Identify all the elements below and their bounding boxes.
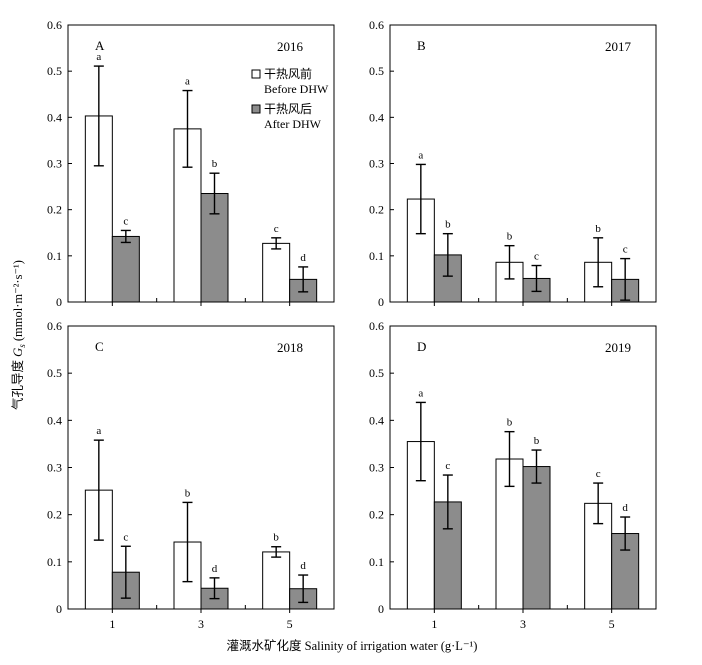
y-tick-label: 0.5 xyxy=(47,64,62,78)
significance-letter: b xyxy=(273,532,279,544)
panel-A: 0 0.1 0.2 0.3 0.4 0.5 0.6 a c a b c d A 2016 xyxy=(47,18,335,309)
y-tick-label: 0.2 xyxy=(47,508,62,522)
y-tick-label: 0.4 xyxy=(369,413,384,427)
significance-letter: d xyxy=(622,502,628,514)
significance-letter: a xyxy=(96,51,101,63)
significance-letter: c xyxy=(123,215,128,227)
panel-letter: D xyxy=(417,339,426,354)
panel-B: 0 0.1 0.2 0.3 0.4 0.5 0.6 a b b c b c B 2017 xyxy=(369,18,657,309)
significance-letter: a xyxy=(185,76,190,88)
y-tick-label: 0.3 xyxy=(369,461,384,475)
panel-letter: C xyxy=(95,339,104,354)
significance-letter: b xyxy=(595,223,601,235)
significance-letter: a xyxy=(418,387,423,399)
panel-letter: B xyxy=(417,38,426,53)
bar-after-dhw xyxy=(111,235,140,303)
y-tick-label: 0.4 xyxy=(369,110,384,124)
legend-swatch-before xyxy=(251,69,261,79)
significance-letter: d xyxy=(300,560,306,572)
significance-letter: a xyxy=(96,425,101,437)
significance-letter: b xyxy=(445,219,451,231)
y-axis-title: 气孔导度 Gs (mmol·m⁻²·s⁻¹) xyxy=(10,260,27,410)
y-tick-label: 0.5 xyxy=(47,366,62,380)
significance-letter: c xyxy=(445,460,450,472)
y-tick-label: 0.6 xyxy=(369,18,384,32)
y-tick-label: 0.4 xyxy=(47,413,62,427)
y-axis-title-prefix: 气孔导度 xyxy=(10,357,25,410)
y-tick-label: 0.1 xyxy=(47,555,62,569)
panel-year: 2018 xyxy=(277,340,303,355)
significance-letter: b xyxy=(507,417,513,429)
x-tick-label: 1 xyxy=(109,617,115,631)
y-axis-title-sub: s xyxy=(17,344,27,348)
bar-before-dhw xyxy=(262,551,291,610)
legend-swatch-after xyxy=(251,104,261,114)
y-tick-label: 0.5 xyxy=(369,64,384,78)
bar-before-dhw xyxy=(262,242,291,303)
significance-letter: d xyxy=(300,252,306,264)
panel-letter: A xyxy=(95,38,105,53)
panel-year: 2017 xyxy=(605,39,632,54)
significance-letter: b xyxy=(534,435,540,447)
y-tick-label: 0.2 xyxy=(369,508,384,522)
y-tick-label: 0 xyxy=(378,602,384,616)
significance-letter: d xyxy=(212,563,218,575)
panel-C: 0 0.1 0.2 0.3 0.4 0.5 0.6 1 a c 3 b d 5 b d C 2018 xyxy=(47,319,335,631)
panel-year: 2019 xyxy=(605,340,631,355)
legend-label-after-cn: 干热风后 xyxy=(264,102,312,116)
x-tick-label: 5 xyxy=(287,617,293,631)
x-axis-title: 灌溉水矿化度 Salinity of irrigation water (g·L… xyxy=(227,638,478,653)
y-tick-label: 0.6 xyxy=(369,319,384,333)
y-tick-label: 0.2 xyxy=(369,203,384,217)
significance-letter: b xyxy=(185,487,191,499)
y-tick-label: 0.1 xyxy=(47,249,62,263)
legend-label-after-en: After DHW xyxy=(264,117,322,131)
y-tick-label: 0.1 xyxy=(369,249,384,263)
y-tick-label: 0.6 xyxy=(47,319,62,333)
y-tick-label: 0 xyxy=(378,295,384,309)
y-tick-label: 0 xyxy=(56,602,62,616)
y-axis-title-unit: (mmol·m⁻²·s⁻¹) xyxy=(11,260,25,344)
y-tick-label: 0.6 xyxy=(47,18,62,32)
y-tick-label: 0.1 xyxy=(369,555,384,569)
x-tick-label: 3 xyxy=(198,617,204,631)
significance-letter: b xyxy=(507,231,513,243)
significance-letter: b xyxy=(212,158,218,170)
bar-before-dhw xyxy=(84,115,113,303)
significance-letter: a xyxy=(418,149,423,161)
y-tick-label: 0.3 xyxy=(369,157,384,171)
panel-year: 2016 xyxy=(277,39,304,54)
y-tick-label: 0.2 xyxy=(47,203,62,217)
y-tick-label: 0.4 xyxy=(47,110,62,124)
y-tick-label: 0.3 xyxy=(47,461,62,475)
x-tick-label: 1 xyxy=(431,617,437,631)
x-tick-label: 3 xyxy=(520,617,526,631)
y-tick-label: 0.3 xyxy=(47,157,62,171)
legend-label-before-cn: 干热风前 xyxy=(264,66,312,81)
legend: 干热风前 Before DHW 干热风后 After DHW xyxy=(251,66,329,131)
significance-letter: c xyxy=(623,244,628,256)
significance-letter: c xyxy=(534,251,539,263)
x-tick-label: 5 xyxy=(609,617,615,631)
y-axis-title-var: G xyxy=(11,348,25,357)
y-tick-label: 0 xyxy=(56,295,62,309)
panel-D: 0 0.1 0.2 0.3 0.4 0.5 0.6 1 a c 3 b b 5 c d D 2019 xyxy=(369,319,657,631)
significance-letter: c xyxy=(274,223,279,235)
legend-label-before-en: Before DHW xyxy=(264,82,329,96)
bar-after-dhw xyxy=(522,466,551,610)
significance-letter: c xyxy=(596,468,601,480)
significance-letter: c xyxy=(123,531,128,543)
y-tick-label: 0.5 xyxy=(369,366,384,380)
